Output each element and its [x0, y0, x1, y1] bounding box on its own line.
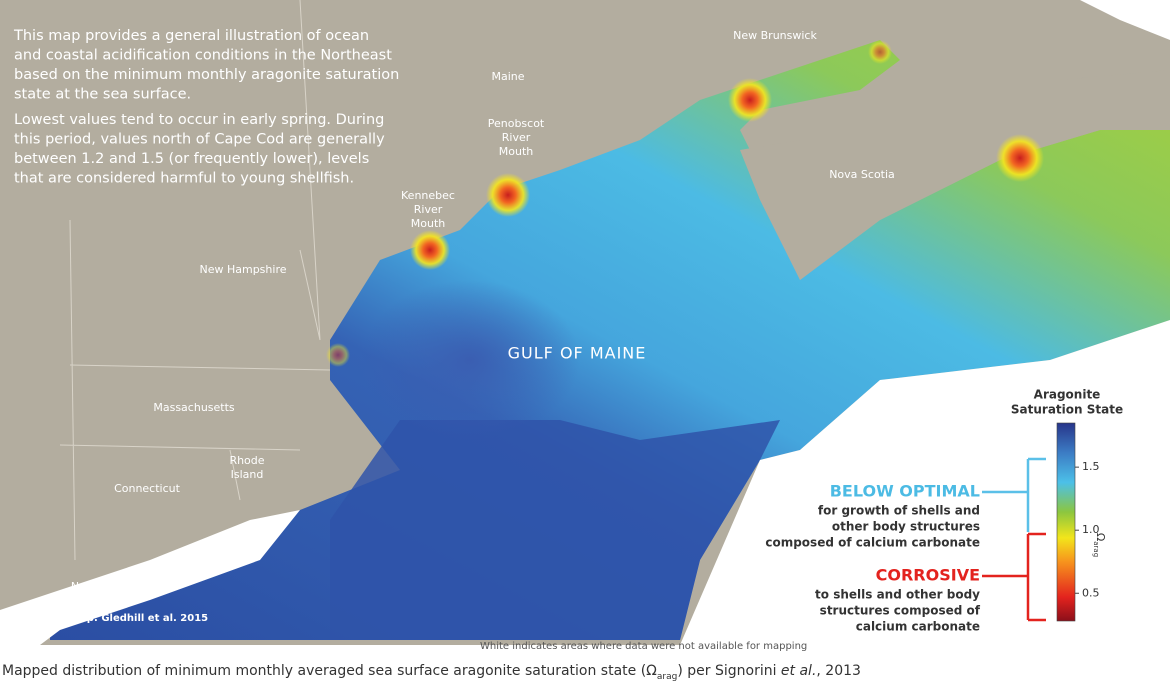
- colorbar-tick-label: 1.5: [1082, 460, 1100, 473]
- corrosive-text: structures composed of: [820, 604, 981, 618]
- below_optimal-text: other body structures: [832, 520, 980, 534]
- below_optimal-text: for growth of shells and: [818, 504, 980, 518]
- intro-text: This map provides a general illustration…: [13, 28, 369, 44]
- place-label: Rhode: [229, 454, 264, 467]
- below_optimal-text: composed of calcium carbonate: [765, 536, 980, 550]
- corrosive-text: calcium carbonate: [856, 620, 980, 634]
- intro-text: that are considered harmful to young she…: [14, 171, 354, 187]
- intro-text: Lowest values tend to occur in early spr…: [14, 112, 384, 128]
- intro-text: this period, values north of Cape Cod ar…: [14, 132, 385, 148]
- place-label: New Hampshire: [199, 263, 286, 276]
- caption-text: ) per Signorini: [677, 663, 781, 679]
- place-label: Maine: [491, 70, 524, 83]
- axis-symbol: Ω: [1094, 533, 1107, 541]
- place-label: GULF OF MAINE: [508, 344, 647, 363]
- hotspot: [486, 173, 530, 217]
- borders: [59, 0, 331, 561]
- caption-subscript: arag: [657, 672, 677, 682]
- hotspot: [326, 343, 350, 367]
- colorbar-tick-label: 1.0: [1082, 523, 1100, 536]
- hotspot: [996, 134, 1044, 182]
- axis-subscript: arag: [1092, 541, 1100, 557]
- caption-text: , 2013: [816, 663, 861, 679]
- ocean: [50, 40, 1170, 640]
- colorbar: [1056, 422, 1076, 622]
- legend-title: Aragonite: [1034, 388, 1101, 402]
- hotspot: [868, 40, 892, 64]
- nova-scotia-land: [740, 70, 1170, 280]
- no-data-north: [1080, 0, 1170, 40]
- caption: Mapped distribution of minimum monthly a…: [2, 663, 861, 682]
- caption-italic: et al.: [781, 663, 816, 679]
- no-data-coast: [0, 510, 300, 645]
- place-label: New Brunswick: [733, 29, 817, 42]
- place-label: Kennebec: [401, 189, 455, 202]
- deep-basin: [360, 280, 580, 440]
- southern-waters: [330, 420, 780, 640]
- hotspot: [728, 78, 772, 122]
- place-label: Island: [231, 468, 264, 481]
- place-label: Massachusetts: [153, 401, 235, 414]
- place-label: Nova Scotia: [829, 168, 895, 181]
- colorbar-axis-label: Ωarag: [1092, 533, 1107, 557]
- intro-text: based on the minimum monthly aragonite s…: [14, 67, 399, 83]
- corrosive-text: to shells and other body: [815, 588, 980, 602]
- hotspot: [410, 230, 450, 270]
- intro-text: and coastal acidification conditions in …: [14, 48, 392, 64]
- colorbar-tick-label: 0.5: [1082, 586, 1100, 599]
- no-data-note: White indicates areas where data were no…: [480, 641, 807, 652]
- place-label: Connecticut: [114, 482, 181, 495]
- no-data-area: [680, 320, 1170, 645]
- legend-title: Saturation State: [1011, 403, 1123, 417]
- map-credit: Map: Gledhill et al. 2015: [70, 613, 208, 624]
- place-label: New York: [71, 580, 122, 593]
- corrosive-title: CORROSIVE: [876, 566, 980, 585]
- below-optimal-bracket: [982, 457, 1046, 532]
- caption-text: Mapped distribution of minimum monthly a…: [2, 663, 657, 679]
- place-label: River: [502, 131, 531, 144]
- corrosive-bracket: [982, 532, 1046, 622]
- below_optimal-title: BELOW OPTIMAL: [830, 482, 980, 501]
- place-label: River: [414, 203, 443, 216]
- intro-text: state at the sea surface.: [14, 87, 191, 103]
- place-label: Mouth: [499, 145, 534, 158]
- intro-text: between 1.2 and 1.5 (or frequently lower…: [14, 151, 369, 167]
- place-label: Mouth: [411, 217, 446, 230]
- place-label: Penobscot: [488, 117, 545, 130]
